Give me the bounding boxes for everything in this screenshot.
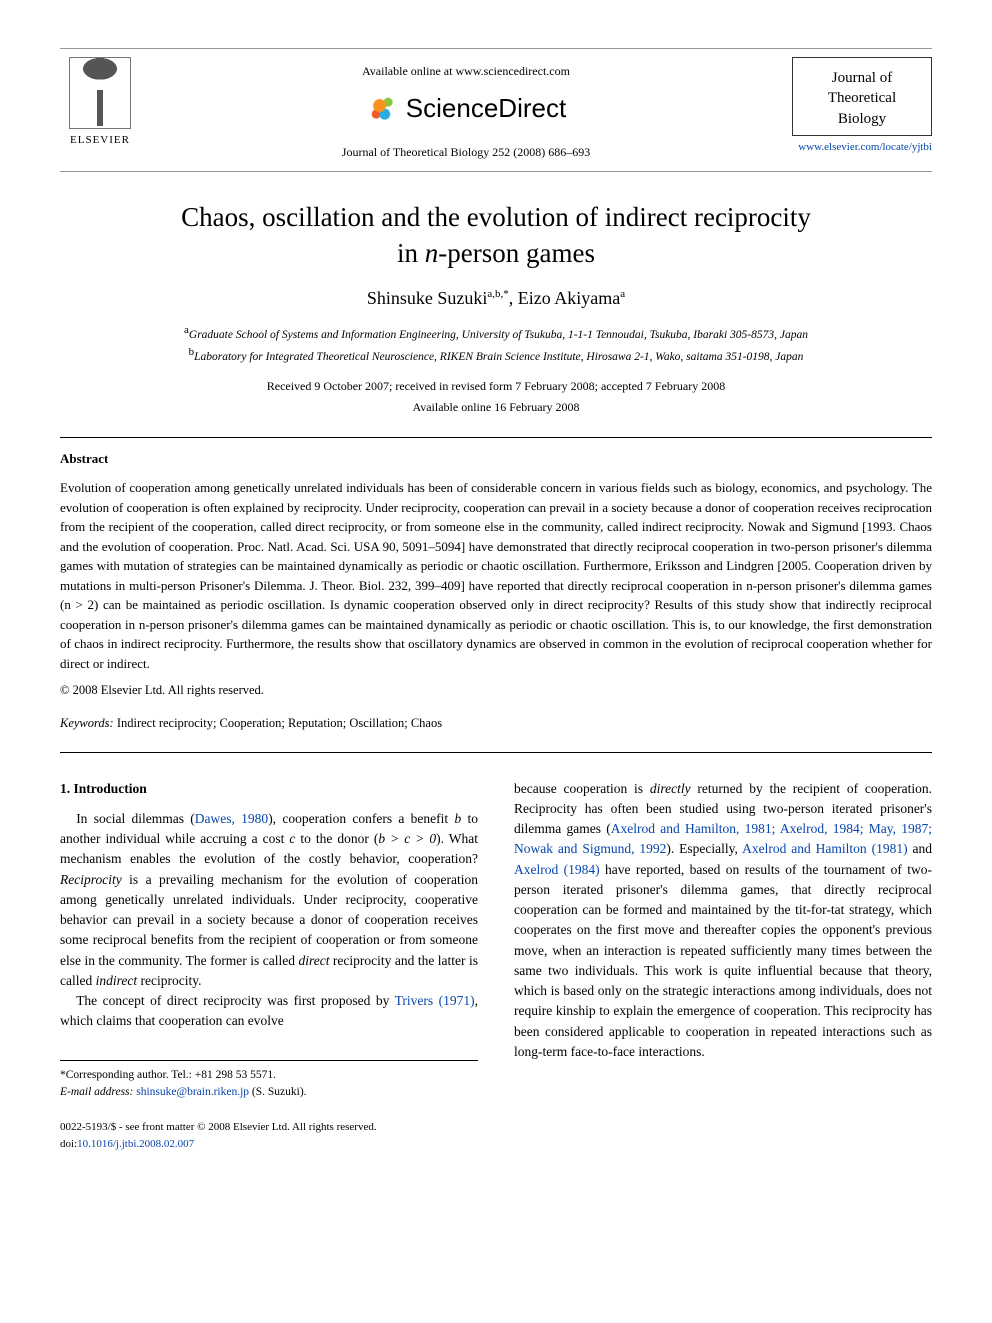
abstract-rule-top — [60, 437, 932, 438]
header-rule — [60, 171, 932, 172]
title-line1: Chaos, oscillation and the evolution of … — [181, 202, 811, 232]
corr-tel: *Corresponding author. Tel.: +81 298 53 … — [60, 1067, 478, 1084]
article-title: Chaos, oscillation and the evolution of … — [60, 200, 932, 270]
abstract-body: Evolution of cooperation among genetical… — [60, 478, 932, 673]
journal-title-l1: Journal of — [797, 68, 927, 88]
affiliation-b: bLaboratory for Integrated Theoretical N… — [60, 345, 932, 366]
abstract-heading: Abstract — [60, 450, 932, 469]
corr-email-post: (S. Suzuki). — [249, 1086, 307, 1098]
author2-name: , Eizo Akiyama — [509, 288, 620, 308]
journal-url[interactable]: www.elsevier.com/locate/yjtbi — [792, 140, 932, 156]
ref-trivers-1971[interactable]: Trivers (1971) — [395, 993, 475, 1008]
intro-para-1: In social dilemmas (Dawes, 1980), cooper… — [60, 809, 478, 991]
corr-email-label: E-mail address: — [60, 1086, 133, 1098]
citation-line: Journal of Theoretical Biology 252 (2008… — [152, 144, 780, 161]
authors-line: Shinsuke Suzukia,b,*, Eizo Akiyamaa — [60, 285, 932, 311]
intro-para-2: The concept of direct reciprocity was fi… — [60, 991, 478, 1032]
affiliation-a: aGraduate School of Systems and Informat… — [60, 323, 932, 344]
doi-line: doi:10.1016/j.jtbi.2008.02.007 — [60, 1136, 932, 1153]
keywords-label: Keywords: — [60, 716, 114, 730]
keywords-line: Keywords: Indirect reciprocity; Cooperat… — [60, 714, 932, 732]
publisher-label: ELSEVIER — [60, 133, 140, 149]
journal-title-l2: Theoretical — [797, 88, 927, 108]
available-online-line: Available online at www.sciencedirect.co… — [152, 63, 780, 80]
doi-link[interactable]: 10.1016/j.jtbi.2008.02.007 — [77, 1138, 194, 1150]
header-bar: ELSEVIER Available online at www.science… — [60, 48, 932, 161]
corr-email-link[interactable]: shinsuke@brain.riken.jp — [136, 1086, 249, 1098]
sciencedirect-logo: ScienceDirect — [152, 90, 780, 128]
title-line2-ital: n — [425, 238, 439, 268]
title-line2-pre: in — [397, 238, 425, 268]
column-right: because cooperation is directly returned… — [514, 779, 932, 1102]
journal-block: Journal of Theoretical Biology www.elsev… — [792, 57, 932, 156]
ref-axelrod-hamilton-1981[interactable]: Axelrod and Hamilton (1981) — [742, 841, 907, 856]
journal-title-box: Journal of Theoretical Biology — [792, 57, 932, 136]
title-line2-post: -person games — [438, 238, 595, 268]
affil-a-text: Graduate School of Systems and Informati… — [189, 329, 808, 341]
history-dates-l1: Received 9 October 2007; received in rev… — [60, 378, 932, 395]
author1-name: Shinsuke Suzuki — [367, 288, 488, 308]
elsevier-tree-icon — [69, 57, 131, 129]
front-matter-line: 0022-5193/$ - see front matter © 2008 El… — [60, 1119, 932, 1136]
publisher-block: ELSEVIER — [60, 57, 140, 149]
sciencedirect-swirl-icon — [366, 92, 400, 126]
affil-b-text: Laboratory for Integrated Theoretical Ne… — [194, 351, 803, 363]
keywords-value: Indirect reciprocity; Cooperation; Reput… — [114, 716, 442, 730]
intro-para-2-cont: because cooperation is directly returned… — [514, 779, 932, 1063]
copyright-line: © 2008 Elsevier Ltd. All rights reserved… — [60, 681, 932, 699]
section-1-heading: 1. Introduction — [60, 779, 478, 799]
elsevier-logo: ELSEVIER — [60, 57, 140, 149]
column-left: 1. Introduction In social dilemmas (Dawe… — [60, 779, 478, 1102]
journal-title-l3: Biology — [797, 109, 927, 129]
corr-email-line: E-mail address: shinsuke@brain.riken.jp … — [60, 1084, 478, 1101]
corresponding-author-note: *Corresponding author. Tel.: +81 298 53 … — [60, 1060, 478, 1102]
author1-affil-sup: a,b, — [487, 288, 503, 300]
article-identifiers: 0022-5193/$ - see front matter © 2008 El… — [60, 1119, 932, 1152]
ref-axelrod-1984[interactable]: Axelrod (1984) — [514, 862, 600, 877]
sciencedirect-text: ScienceDirect — [406, 90, 566, 128]
abstract-rule-bottom — [60, 752, 932, 753]
center-header: Available online at www.sciencedirect.co… — [140, 57, 792, 161]
author2-affil-sup: a — [620, 288, 625, 300]
ref-dawes-1980[interactable]: Dawes, 1980 — [195, 811, 268, 826]
history-dates-l2: Available online 16 February 2008 — [60, 399, 932, 416]
body-columns: 1. Introduction In social dilemmas (Dawe… — [60, 779, 932, 1102]
